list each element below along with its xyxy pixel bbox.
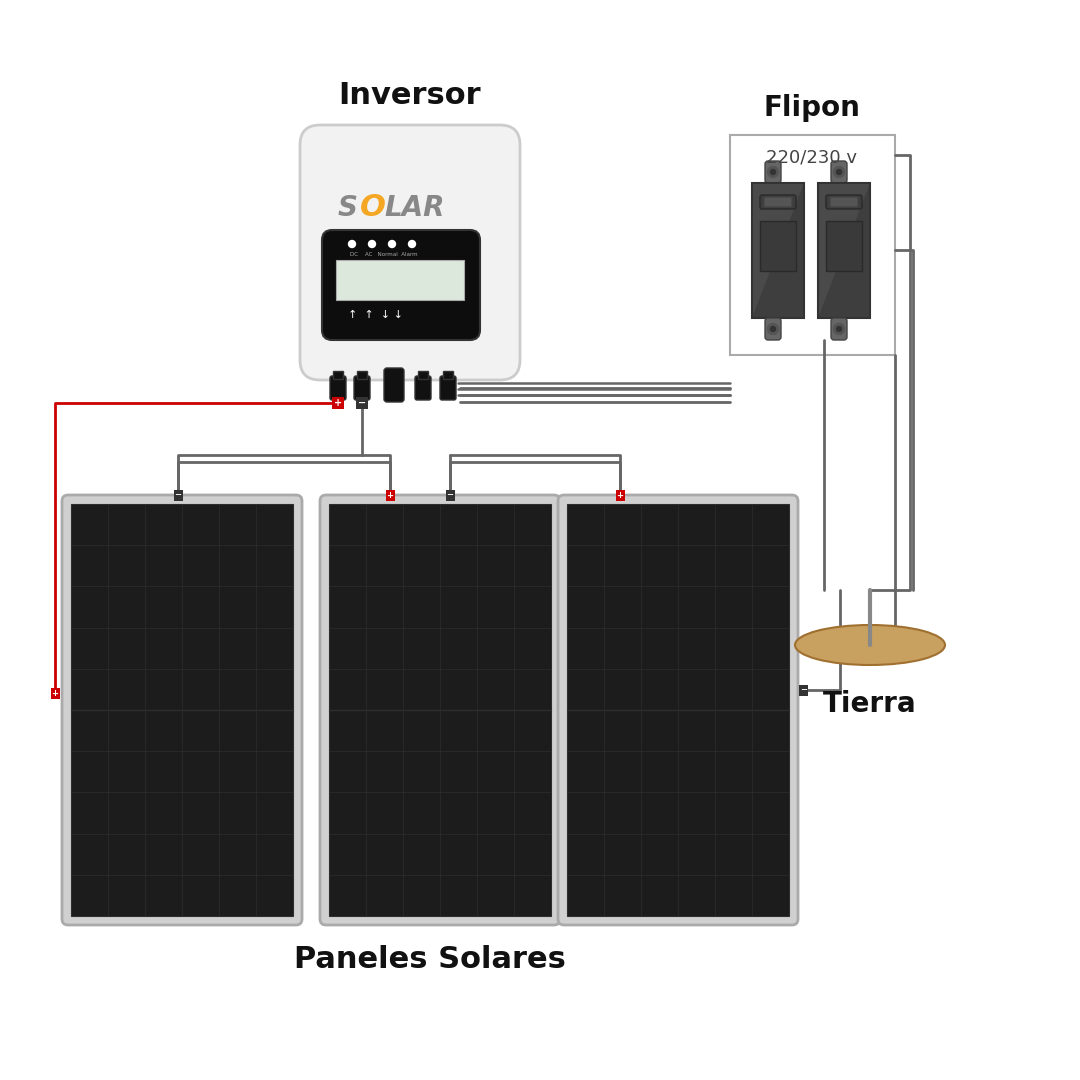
Text: −: −: [357, 399, 366, 408]
Bar: [418, 372, 428, 379]
Bar: [357, 372, 367, 379]
Text: 220/230 v: 220/230 v: [767, 148, 858, 166]
Circle shape: [837, 326, 841, 332]
FancyBboxPatch shape: [300, 125, 519, 380]
Circle shape: [834, 324, 845, 335]
Circle shape: [770, 170, 775, 175]
Text: −: −: [446, 490, 454, 499]
Text: Paneles Solares: Paneles Solares: [294, 945, 566, 974]
Bar: [818, 183, 870, 318]
Text: S: S: [338, 194, 357, 222]
FancyBboxPatch shape: [415, 376, 431, 400]
Text: LAR: LAR: [384, 194, 445, 222]
FancyBboxPatch shape: [765, 161, 781, 183]
Bar: [336, 260, 464, 300]
FancyBboxPatch shape: [826, 195, 862, 210]
Bar: [71, 504, 293, 916]
Text: +: +: [52, 689, 58, 698]
Polygon shape: [752, 183, 804, 318]
FancyBboxPatch shape: [320, 495, 561, 924]
Bar: [443, 372, 453, 379]
Text: DC    AC   Normal  Alarm: DC AC Normal Alarm: [350, 252, 418, 257]
Circle shape: [770, 326, 775, 332]
Circle shape: [408, 241, 416, 247]
Bar: [329, 504, 551, 916]
FancyBboxPatch shape: [354, 376, 370, 400]
FancyBboxPatch shape: [831, 318, 847, 340]
Text: +: +: [334, 399, 342, 408]
Text: +: +: [617, 490, 623, 499]
Bar: [826, 221, 862, 271]
Text: +: +: [387, 490, 393, 499]
Circle shape: [834, 166, 845, 177]
Circle shape: [349, 241, 355, 247]
FancyBboxPatch shape: [764, 197, 792, 207]
Text: −: −: [800, 686, 807, 694]
FancyBboxPatch shape: [330, 376, 346, 400]
Bar: [760, 221, 796, 271]
FancyBboxPatch shape: [765, 318, 781, 340]
Bar: [752, 183, 804, 318]
Circle shape: [368, 241, 376, 247]
Circle shape: [837, 170, 841, 175]
Circle shape: [768, 324, 779, 335]
Ellipse shape: [795, 625, 945, 665]
FancyBboxPatch shape: [440, 376, 456, 400]
FancyBboxPatch shape: [558, 495, 798, 924]
Text: Flipon: Flipon: [764, 94, 861, 122]
FancyBboxPatch shape: [831, 197, 858, 207]
FancyBboxPatch shape: [322, 230, 480, 340]
Polygon shape: [818, 183, 870, 318]
Text: Tierra: Tierra: [823, 690, 917, 718]
FancyBboxPatch shape: [831, 161, 847, 183]
Text: ↑  ↑  ↓ ↓: ↑ ↑ ↓ ↓: [348, 310, 403, 320]
Circle shape: [389, 241, 395, 247]
FancyBboxPatch shape: [384, 368, 404, 402]
FancyBboxPatch shape: [62, 495, 302, 924]
Bar: [567, 504, 789, 916]
Text: O: O: [360, 193, 386, 222]
Text: Inversor: Inversor: [339, 81, 482, 110]
Circle shape: [768, 166, 779, 177]
Bar: [730, 135, 895, 355]
FancyBboxPatch shape: [760, 195, 796, 210]
Bar: [333, 372, 343, 379]
Text: −: −: [175, 490, 181, 499]
